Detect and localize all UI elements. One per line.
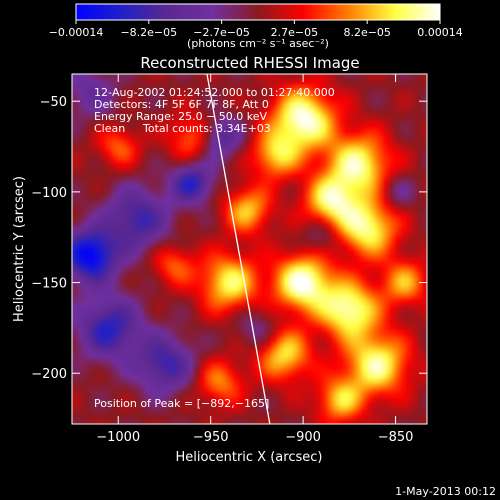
annotation-time-range: 12‑Aug‑2002 01:24:52.000 to 01:27:40.000 <box>94 86 335 99</box>
colorbar-gradient <box>75 3 441 21</box>
axis-ticks: −1000 −950 −900 −850 −200 −150 −100 −50 <box>31 74 427 445</box>
colorbar-tick-label: 0.00014 <box>417 26 463 39</box>
colorbar-unit: (photons cm⁻² s⁻¹ asec⁻²) <box>187 37 329 50</box>
annotation-detectors: Detectors: 4F 5F 6F 7F 8F, Att 0 <box>94 98 269 111</box>
colorbar: −0.00014 −8.2e−05 −2.7e−05 2.7e−05 8.2e−05 0.… <box>49 3 463 50</box>
colorbar-ticks: −0.00014 −8.2e−05 −2.7e−05 2.7e−05 8.2e−05 0.… <box>49 20 463 39</box>
x-tick-label: −850 <box>378 430 414 445</box>
x-tick-label: −900 <box>285 430 321 445</box>
colorbar-tick-label: 8.2e−05 <box>343 26 390 39</box>
y-tick-label: −100 <box>31 186 67 201</box>
y-axis-label: Heliocentric Y (arcsec) <box>12 176 27 322</box>
x-axis-label: Heliocentric X (arcsec) <box>176 450 323 465</box>
annotation-total-counts: Total counts: 3.34E+03 <box>142 122 271 135</box>
plot-area: −1000 −950 −900 −850 −200 −150 −100 −50 <box>31 73 428 445</box>
colorbar-tick-label: −0.00014 <box>49 26 104 39</box>
heatmap-image <box>72 74 427 424</box>
colorbar-tick-label: 2.7e−05 <box>271 26 318 39</box>
limb-line <box>206 73 271 425</box>
chart-title: Reconstructed RHESSI Image <box>140 54 359 72</box>
colorbar-tick-label: −2.7e−05 <box>193 26 250 39</box>
footer-timestamp: 1‑May‑2013 00:12 <box>395 485 496 498</box>
annotation-energy: Energy Range: 25.0 − 50.0 keV <box>94 110 268 123</box>
y-tick-label: −150 <box>31 277 67 292</box>
colorbar-tick-label: −8.2e−05 <box>120 26 177 39</box>
y-tick-label: −50 <box>40 95 67 110</box>
x-tick-label: −950 <box>193 430 229 445</box>
plot-frame <box>71 73 428 425</box>
y-tick-label: −200 <box>31 367 67 382</box>
annotation-block: 12‑Aug‑2002 01:24:52.000 to 01:27:40.000… <box>94 86 335 410</box>
annotation-clean: Clean <box>94 122 125 135</box>
annotation-peak: Position of Peak = [−892,−165] <box>94 397 269 410</box>
x-tick-label: −1000 <box>96 430 140 445</box>
